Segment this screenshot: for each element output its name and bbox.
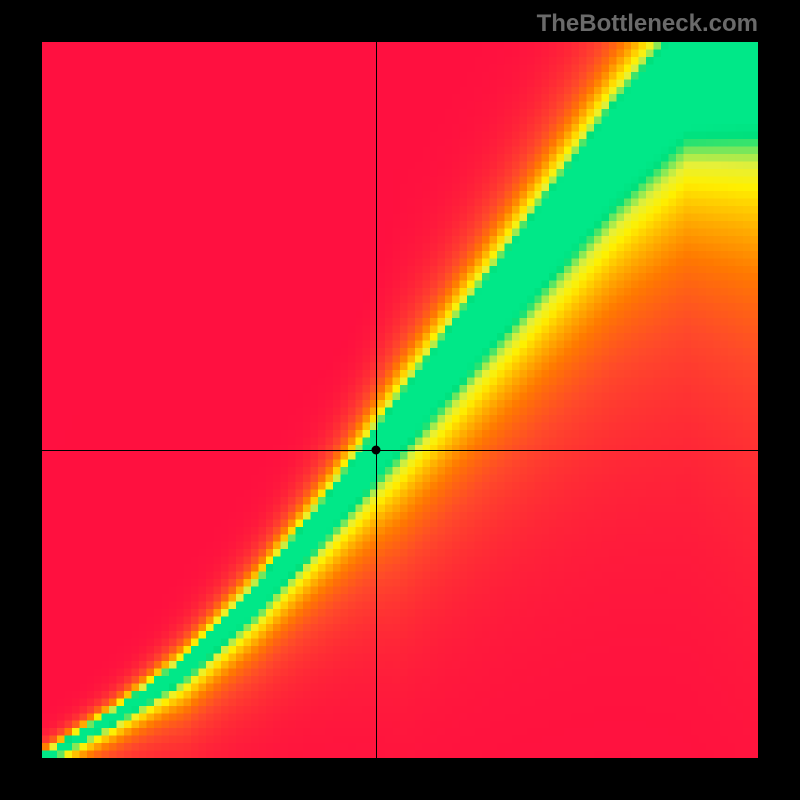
watermark-text: TheBottleneck.com [537, 10, 758, 38]
bottleneck-heatmap [42, 42, 758, 758]
chart-container: TheBottleneck.com [0, 0, 800, 800]
